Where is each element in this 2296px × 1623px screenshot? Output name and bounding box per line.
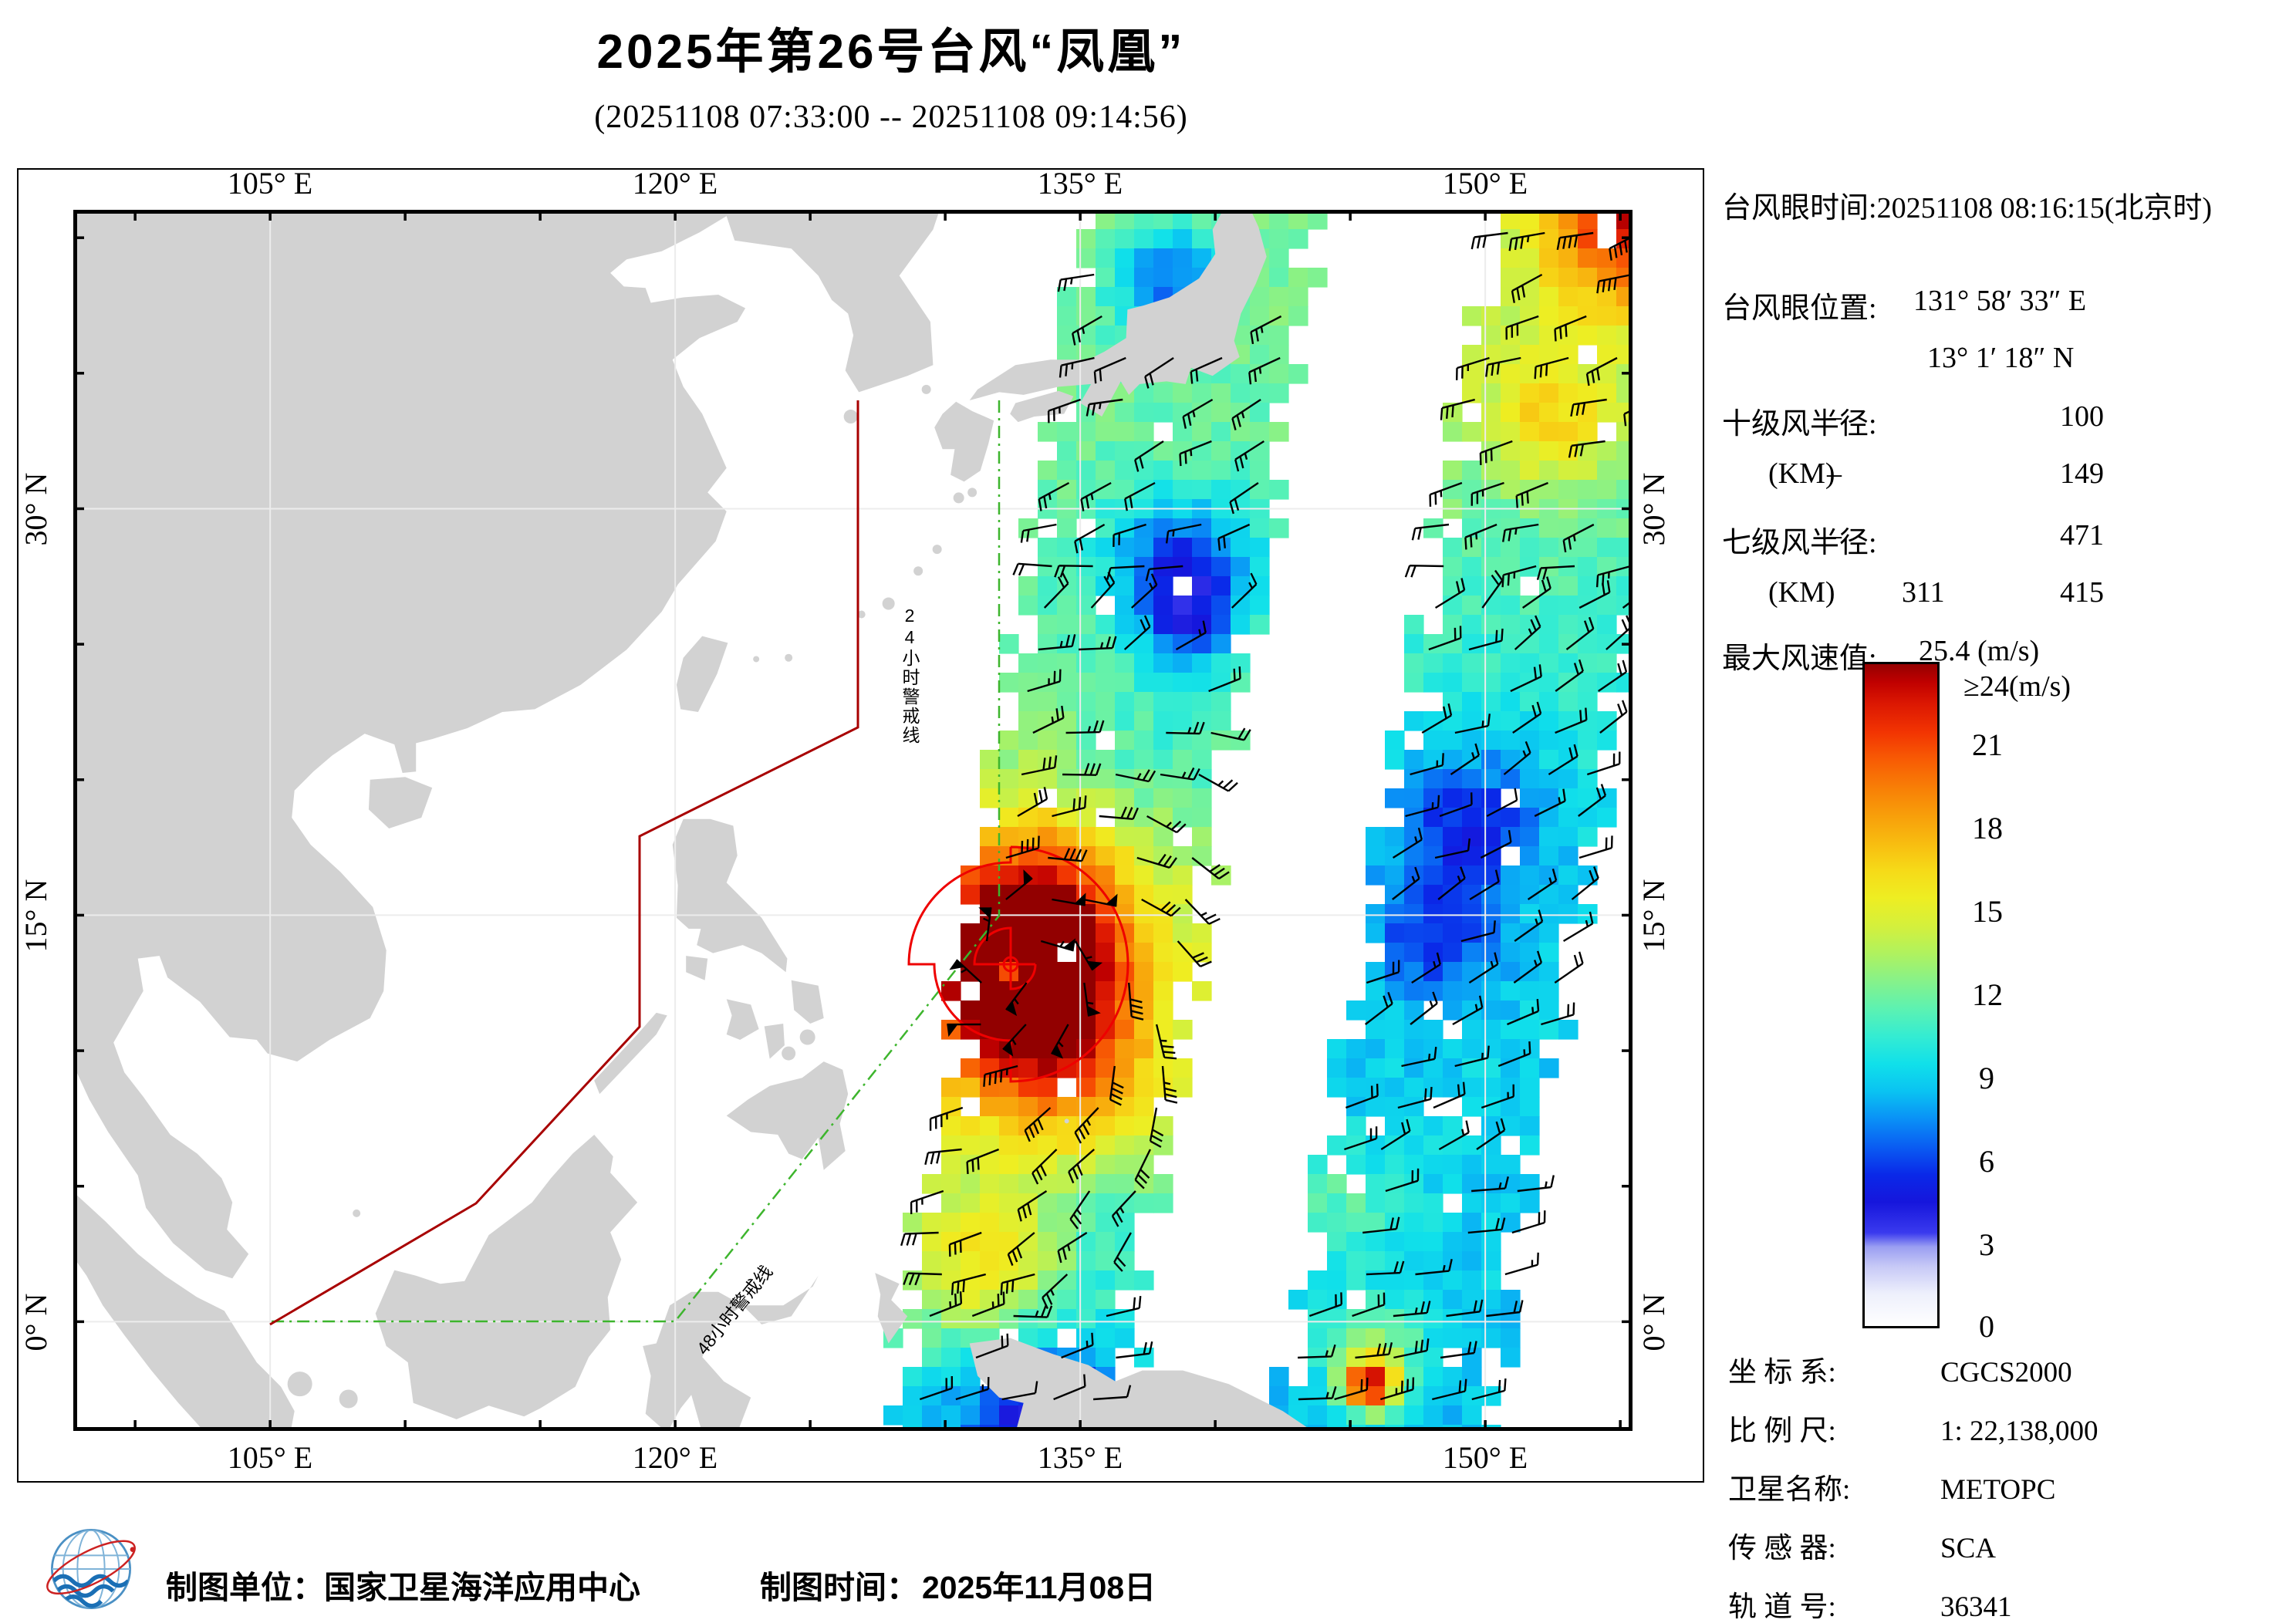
lon-label-top-105e: 105° E: [227, 166, 313, 201]
r7-value-1: –: [1827, 519, 1842, 552]
typhoon-eye-marker: [1002, 956, 1019, 973]
land-shikoku: [1010, 390, 1074, 423]
lat-label-left-0n: 0° N: [19, 1293, 53, 1351]
eye-position-lon: 131° 58′ 33″ E: [1913, 285, 2087, 317]
land-sumatra: [73, 1192, 295, 1431]
land-kyushu: [934, 401, 994, 482]
r7-label: 七级风半径:: [1722, 527, 1877, 559]
colorbar-max-label: ≥24(m/s): [1963, 670, 2071, 703]
colorbar-ramp: [1862, 662, 1940, 1328]
land-mindoro: [686, 956, 708, 980]
meta-row-satellite: 卫星名称: METOPC: [1728, 1466, 2055, 1507]
land-sulawesi: [643, 1291, 751, 1431]
meta-label-sensor: 传 感 器:: [1728, 1533, 1836, 1564]
wind-field-map: [73, 210, 1633, 1431]
r7-value-4: 415: [2060, 576, 2104, 609]
meta-row-coordinate-system: 坐 标 系: CGCS2000: [1728, 1348, 2072, 1390]
lon-label-bottom-105e: 105° E: [227, 1440, 313, 1475]
page-title: 2025年第26号台风“凤凰”: [596, 25, 1186, 79]
colorbar-tick-12: 12: [1972, 977, 2003, 1012]
meta-label-coordinate-system: 坐 标 系:: [1728, 1357, 1836, 1388]
graticule: [73, 210, 1633, 1431]
r10-value-1: –: [1827, 400, 1842, 433]
nsoas-logo: [46, 1529, 136, 1609]
page-subtitle: (20251108 07:33:00 -- 20251108 09:14:56): [594, 100, 1188, 135]
wind-barbs: [900, 231, 1633, 1401]
lon-label-bottom-120e: 120° E: [632, 1440, 718, 1475]
land-taiwan: [676, 636, 728, 712]
r7-value-3: 311: [1902, 576, 1945, 609]
wind-speed-colorbar: [1862, 662, 1940, 1328]
colorbar-tick-18: 18: [1972, 811, 2003, 845]
eye-time-value: 20251108 08:16:15(北京时): [1876, 192, 2213, 224]
lat-label-left-15n: 15° N: [19, 879, 53, 953]
meta-row-sensor: 传 感 器: SCA: [1728, 1524, 1996, 1566]
land-borneo: [375, 1135, 638, 1419]
map-outer-frame: [17, 168, 1704, 1483]
eye-position-label: 台风眼位置:: [1722, 292, 1877, 325]
land-halmahera: [875, 1273, 908, 1344]
lon-label-top-150e: 150° E: [1442, 166, 1528, 201]
meta-value-satellite: METOPC: [1940, 1474, 2056, 1506]
meta-value-coordinate-system: CGCS2000: [1940, 1357, 2072, 1388]
land-samar: [791, 980, 824, 1024]
lat-label-right-15n: 15° N: [1636, 879, 1671, 953]
swath-right: [1269, 210, 1633, 1431]
storm-radius-circle: [973, 926, 1037, 990]
r7-unit: (KM): [1768, 576, 1835, 609]
meta-value-orbit: 36341: [1940, 1591, 2012, 1623]
warning-line-48h: [270, 400, 1001, 1323]
footer-mapping-unit: 制图单位：国家卫星海洋应用中心: [166, 1570, 640, 1605]
land-luzon: [672, 818, 788, 973]
footer-mapping-time-label: 制图时间：: [760, 1570, 918, 1605]
map-border: [73, 210, 1633, 1431]
r10-value-4: 149: [2060, 457, 2104, 490]
meta-label-satellite: 卫星名称:: [1728, 1474, 1851, 1506]
r10-value-3: –: [1827, 457, 1842, 490]
colorbar-tick-9: 9: [1979, 1061, 1994, 1095]
colorbar-tick-15: 15: [1972, 894, 2003, 929]
land-new_guinea: [969, 1338, 1313, 1431]
logo-orbit: [46, 1540, 136, 1595]
colorbar-tick-3: 3: [1979, 1227, 1994, 1262]
warning-line-24h: [269, 400, 859, 1326]
lon-label-top-135e: 135° E: [1037, 166, 1123, 201]
r10-label: 十级风半径:: [1722, 408, 1877, 440]
land-sulawesi_arm: [742, 1275, 819, 1324]
land-mainland_asia: [73, 210, 940, 1279]
logo-satellite-dot: [130, 1547, 136, 1552]
eye-time-line: 台风眼时间:20251108 08:16:15(北京时): [1722, 184, 2212, 226]
meta-label-scale: 比 例 尺:: [1728, 1415, 1836, 1447]
colorbar-tick-0: 0: [1979, 1309, 1994, 1344]
meta-label-orbit: 轨 道 号:: [1728, 1591, 1836, 1623]
land-cebu: [764, 1024, 785, 1059]
colorbar-tick-21: 21: [1972, 727, 2003, 762]
warning-line-24h-label: 24小时警戒线: [900, 606, 920, 745]
land-layer: [73, 210, 1313, 1431]
meta-value-sensor: SCA: [1940, 1533, 1996, 1564]
meta-row-orbit: 轨 道 号: 36341: [1728, 1583, 2012, 1623]
land-mindanao: [726, 1061, 849, 1170]
lat-label-right-30n: 30° N: [1636, 472, 1671, 546]
r10-value-2: 100: [2060, 400, 2104, 433]
eye-position-lat: 13° 1′ 18″ N: [1927, 342, 2075, 374]
lat-label-right-0n: 0° N: [1636, 1293, 1671, 1351]
lat-label-left-30n: 30° N: [19, 472, 53, 546]
footer-mapping-time-value: 2025年11月08日: [922, 1570, 1156, 1605]
eye-time-label: 台风眼时间:: [1722, 192, 1877, 224]
lon-label-top-120e: 120° E: [632, 166, 718, 201]
meta-row-scale: 比 例 尺: 1: 22,138,000: [1728, 1407, 2098, 1449]
vmax-label: 最大风速值:: [1722, 643, 1877, 675]
r7-value-2: 471: [2060, 519, 2104, 552]
lon-label-bottom-150e: 150° E: [1442, 1440, 1528, 1475]
land-hainan: [368, 777, 433, 828]
land-panay_negros: [726, 999, 759, 1040]
meta-value-scale: 1: 22,138,000: [1940, 1415, 2098, 1447]
lon-label-bottom-135e: 135° E: [1037, 1440, 1123, 1475]
land-palawan: [594, 1012, 667, 1095]
land-honshu: [969, 210, 1267, 417]
r10-unit: (KM): [1768, 457, 1835, 490]
colorbar-tick-6: 6: [1979, 1144, 1994, 1179]
